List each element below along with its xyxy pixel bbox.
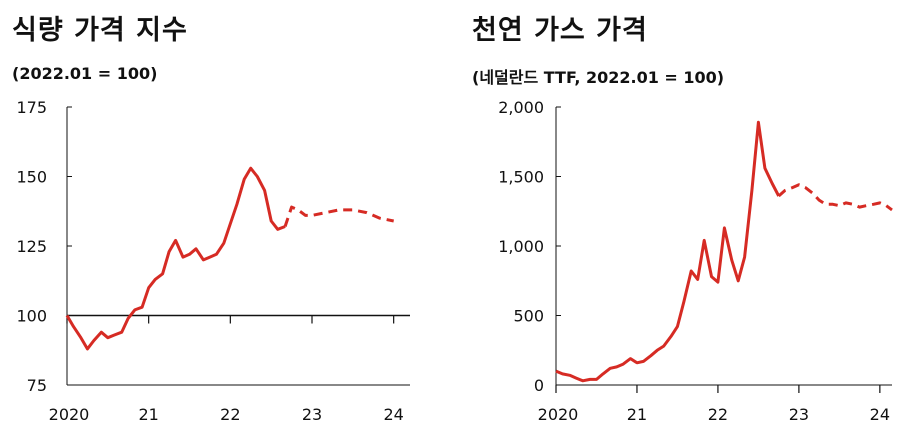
forecast-line xyxy=(777,183,893,212)
y-tick-label: 0 xyxy=(534,376,544,395)
y-tick-label: 75 xyxy=(27,376,47,395)
y-tick-label: 1,500 xyxy=(498,168,544,187)
x-tick-label: 2020 xyxy=(538,405,579,424)
actual-line xyxy=(555,120,781,383)
chart-subtitle: (네덜란드 TTF, 2022.01 = 100) xyxy=(472,68,725,87)
food-price-chart: 75 100 125 150 175 2020 21 22 23 24 xyxy=(16,98,410,424)
x-tick-label: 24 xyxy=(383,405,403,424)
y-tick-label: 125 xyxy=(16,237,47,256)
y-tick-label: 100 xyxy=(16,307,47,326)
forecast-line xyxy=(283,205,394,227)
x-tick-label: 24 xyxy=(870,405,890,424)
y-tick-label: 175 xyxy=(16,98,47,117)
x-tick-label: 23 xyxy=(302,405,322,424)
chart-title: 식량 가격 지수 xyxy=(12,15,188,46)
x-tick-label: 21 xyxy=(627,405,647,424)
food-price-panel: 식량 가격 지수 (2022.01 = 100) 75 100 125 150 175 2… xyxy=(0,0,440,439)
x-tick-label: 22 xyxy=(220,405,240,424)
y-tick-label: 150 xyxy=(16,168,47,187)
actual-line xyxy=(65,166,286,351)
y-tick-label: 500 xyxy=(513,307,544,326)
chart-subtitle: (2022.01 = 100) xyxy=(12,64,158,83)
x-tick-label: 2020 xyxy=(49,405,90,424)
gas-price-chart: 0 500 1,000 1,500 2,000 2020 21 22 23 24 xyxy=(498,98,893,424)
x-tick-label: 23 xyxy=(789,405,809,424)
x-tick-label: 21 xyxy=(138,405,158,424)
x-tick-label: 22 xyxy=(708,405,728,424)
chart-title: 천연 가스 가격 xyxy=(472,15,648,46)
gas-price-panel: 천연 가스 가격 (네덜란드 TTF, 2022.01 = 100) 0 500 1… xyxy=(460,0,909,439)
y-tick-label: 1,000 xyxy=(498,237,544,256)
y-tick-label: 2,000 xyxy=(498,98,544,117)
